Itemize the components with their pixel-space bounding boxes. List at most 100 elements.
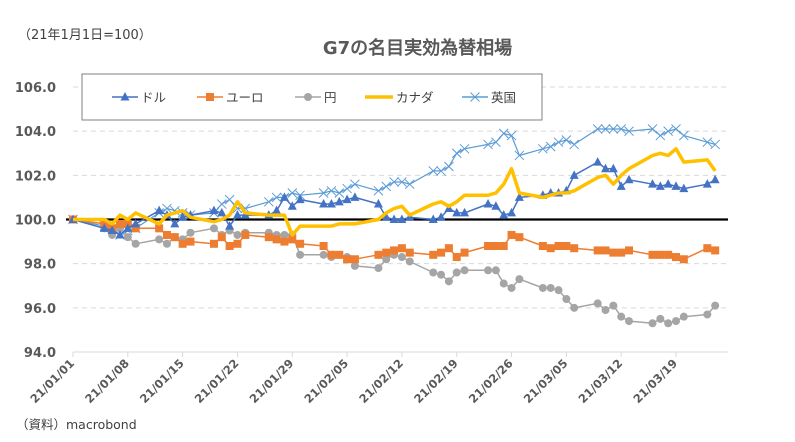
data-point bbox=[703, 244, 712, 253]
series-group bbox=[68, 124, 721, 328]
data-point bbox=[491, 201, 501, 210]
data-point bbox=[350, 261, 359, 270]
data-point bbox=[592, 124, 603, 134]
marker-stroke bbox=[436, 166, 446, 176]
marker-stroke bbox=[506, 130, 517, 141]
data-point bbox=[483, 199, 493, 208]
legend-item-ドル: ドル bbox=[112, 90, 166, 105]
data-point bbox=[671, 124, 681, 134]
legend-label: ドル bbox=[141, 90, 166, 105]
marker-stroke bbox=[608, 124, 619, 134]
data-point bbox=[115, 219, 124, 228]
data-point bbox=[624, 174, 634, 184]
data-point bbox=[287, 188, 298, 198]
y-tick-label: 94.0 bbox=[24, 346, 56, 361]
data-point bbox=[546, 244, 555, 253]
data-point bbox=[287, 201, 297, 210]
data-point bbox=[593, 157, 603, 166]
data-point bbox=[154, 205, 164, 215]
data-point bbox=[484, 266, 493, 275]
y-tick-label: 98.0 bbox=[24, 258, 56, 273]
data-point bbox=[617, 312, 626, 321]
data-point bbox=[263, 196, 274, 207]
marker-stroke bbox=[271, 192, 282, 203]
data-point bbox=[397, 253, 406, 262]
legend-marker-icon bbox=[304, 93, 312, 101]
data-point bbox=[484, 242, 493, 250]
marker-stroke bbox=[216, 199, 227, 209]
data-point bbox=[233, 239, 242, 248]
data-point bbox=[319, 242, 328, 250]
data-point bbox=[483, 139, 493, 150]
data-point bbox=[123, 233, 132, 242]
data-point bbox=[648, 250, 657, 259]
data-point bbox=[569, 170, 579, 179]
data-point bbox=[608, 163, 618, 173]
data-point bbox=[373, 199, 383, 208]
marker-stroke bbox=[334, 188, 345, 198]
data-point bbox=[601, 246, 610, 255]
data-point bbox=[663, 179, 673, 188]
data-point bbox=[609, 248, 618, 257]
data-point bbox=[437, 270, 446, 279]
data-point bbox=[318, 188, 329, 198]
data-point bbox=[444, 161, 454, 172]
x-tick-label: 21/02/12 bbox=[356, 356, 406, 406]
data-point bbox=[648, 319, 657, 328]
data-point bbox=[515, 275, 524, 284]
data-point bbox=[491, 242, 500, 250]
data-point bbox=[162, 230, 171, 239]
data-point bbox=[546, 283, 555, 292]
marker-stroke bbox=[373, 185, 384, 196]
data-point bbox=[538, 242, 547, 250]
x-tick-label: 21/03/19 bbox=[630, 356, 680, 406]
data-point bbox=[671, 181, 681, 190]
data-point bbox=[664, 319, 673, 328]
marker-stroke bbox=[710, 139, 721, 150]
data-point bbox=[280, 237, 289, 246]
legend-marker-icon bbox=[206, 93, 214, 101]
series-ドル bbox=[68, 157, 720, 239]
x-tick-label: 21/01/01 bbox=[27, 356, 77, 406]
marker-stroke bbox=[470, 92, 480, 102]
marker-stroke bbox=[498, 128, 509, 139]
marker-stroke bbox=[538, 143, 548, 154]
marker-stroke bbox=[616, 124, 627, 134]
data-point bbox=[295, 194, 305, 204]
legend-item-ユーロ: ユーロ bbox=[197, 90, 264, 105]
legend-label: ユーロ bbox=[226, 90, 264, 105]
data-point bbox=[451, 148, 462, 159]
data-point bbox=[162, 239, 171, 248]
data-point bbox=[499, 242, 508, 250]
chart-title-text: G7の名目実効為替相場 bbox=[322, 38, 513, 59]
data-point bbox=[131, 224, 140, 233]
data-point bbox=[217, 233, 226, 242]
data-point bbox=[491, 137, 501, 148]
data-point bbox=[444, 244, 453, 253]
data-point bbox=[382, 255, 391, 264]
data-point bbox=[710, 174, 720, 184]
x-tick-label: 21/02/19 bbox=[411, 356, 461, 406]
data-point bbox=[609, 301, 618, 310]
data-point bbox=[554, 286, 563, 295]
data-point bbox=[672, 317, 680, 326]
data-point bbox=[335, 250, 344, 259]
data-point bbox=[155, 224, 164, 233]
series-line bbox=[72, 218, 716, 325]
data-point bbox=[655, 130, 666, 141]
data-point bbox=[702, 137, 713, 148]
data-point bbox=[209, 205, 219, 215]
data-point bbox=[350, 179, 360, 190]
marker-stroke bbox=[561, 135, 572, 145]
data-point bbox=[515, 233, 524, 242]
data-point bbox=[663, 126, 674, 137]
data-point bbox=[334, 196, 344, 206]
marker-stroke bbox=[592, 124, 603, 134]
y-tick-label: 104.0 bbox=[15, 125, 56, 140]
data-point bbox=[679, 255, 688, 264]
data-point bbox=[702, 179, 712, 188]
marker-stroke bbox=[671, 124, 681, 134]
marker-stroke bbox=[318, 188, 329, 198]
data-point bbox=[679, 312, 688, 321]
x-tick-label: 21/01/08 bbox=[82, 356, 132, 406]
